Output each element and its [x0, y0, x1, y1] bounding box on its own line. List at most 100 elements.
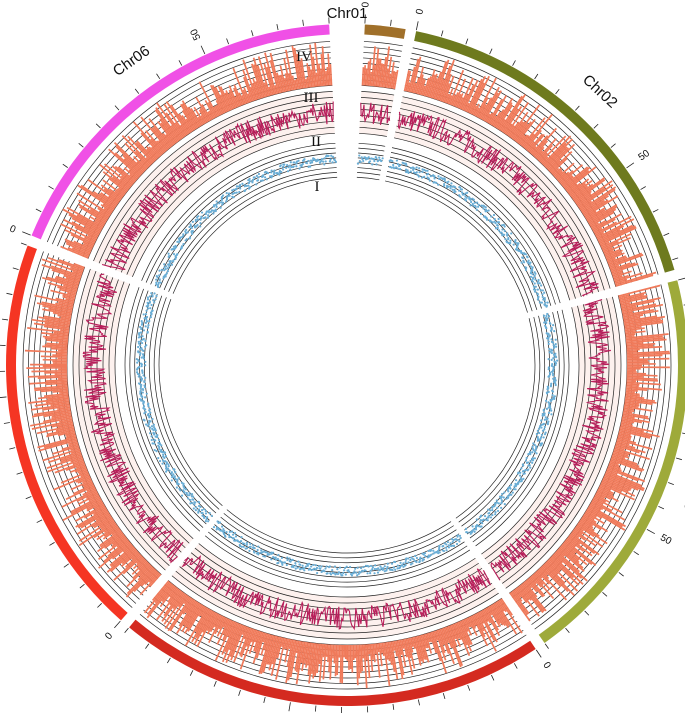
- track-i-point: [317, 564, 321, 568]
- track-i-point: [151, 294, 154, 297]
- track-iii-bar: [193, 106, 205, 125]
- track-iii-bar: [446, 88, 454, 104]
- track-i-point: [554, 383, 557, 387]
- track-i-point: [552, 346, 556, 349]
- track-iii-bar: [622, 414, 635, 419]
- track-iii-bar: [136, 556, 144, 565]
- track-i-point: [454, 190, 457, 193]
- track-iii-bar: [241, 94, 247, 105]
- track-i-point: [381, 157, 384, 160]
- track-i-point: [429, 549, 432, 553]
- track-iii-bar: [121, 549, 138, 565]
- track-i-point: [228, 536, 231, 539]
- track-i-point: [545, 392, 549, 395]
- track-iii-bar: [546, 560, 579, 592]
- track-iii-bar: [625, 337, 665, 342]
- track-i-point: [555, 345, 558, 348]
- track-i-point: [309, 165, 312, 168]
- track-i-point: [432, 552, 435, 555]
- tick-mark: [489, 48, 493, 55]
- track-iii-bar: [571, 185, 588, 199]
- track-iii-bar: [366, 61, 370, 86]
- track-i-point: [166, 467, 170, 470]
- track-i-point: [140, 320, 143, 323]
- track-iii-bar: [26, 366, 68, 370]
- track-iii-bar: [285, 49, 295, 91]
- track-iii-bar: [139, 160, 149, 169]
- track-i-point: [220, 198, 224, 201]
- track-i-point: [333, 159, 337, 162]
- track-i-point: [200, 211, 204, 214]
- tick-mark: [555, 88, 560, 95]
- track-iii-bar: [411, 56, 422, 93]
- track-i-point: [507, 238, 510, 241]
- track-iii-bar: [475, 77, 497, 117]
- track-iii-bar: [122, 154, 144, 175]
- track-iii-bar: [126, 563, 151, 588]
- track-i-point: [307, 159, 310, 163]
- track-i-point: [334, 160, 338, 163]
- track-i-point: [233, 539, 236, 542]
- track-iii-bar: [154, 582, 172, 604]
- track-i-point: [153, 438, 156, 441]
- track-i-point: [199, 221, 202, 225]
- track-i-point: [139, 389, 142, 393]
- track-i-point: [158, 447, 161, 451]
- track-i-point: [196, 218, 200, 221]
- track-i-point: [232, 196, 235, 199]
- track-iii-bar: [612, 271, 624, 277]
- track-i-point: [437, 183, 440, 186]
- track-i-point: [174, 244, 177, 247]
- tick-mark: [6, 292, 13, 295]
- track-i-point: [485, 209, 489, 213]
- track-i-point: [546, 319, 549, 322]
- track-iii-bar: [78, 199, 109, 220]
- track-i-point: [169, 260, 172, 263]
- track-i-point: [471, 202, 474, 206]
- tick-mark: [512, 60, 516, 66]
- track-i-point: [496, 506, 499, 509]
- tick-mark: [417, 699, 420, 706]
- track-i-point: [349, 573, 353, 576]
- track-i-point: [541, 414, 544, 417]
- track-iii-bar: [111, 534, 126, 546]
- track-iii-bar: [598, 225, 636, 245]
- track-iii-bar: [526, 141, 535, 151]
- track-iii-bar: [614, 446, 625, 451]
- track-iii-bar: [572, 530, 586, 541]
- track-i-point: [451, 544, 455, 547]
- track-i-point: [245, 543, 248, 546]
- track-iii-bar: [563, 541, 593, 566]
- track-iii-bar: [474, 107, 480, 117]
- track-iii-bar: [461, 84, 475, 111]
- track-i-point: [420, 176, 424, 179]
- track-i-point: [155, 450, 158, 453]
- track-i-point: [370, 157, 374, 160]
- track-iii-bar: [50, 265, 82, 277]
- track-iii-bar: [252, 78, 261, 100]
- track-iii-bar: [621, 303, 657, 312]
- track-i-point: [479, 515, 482, 519]
- track-i-point: [312, 568, 315, 571]
- track-iii-bar: [482, 609, 492, 624]
- track-i-point: [521, 252, 524, 255]
- track-i-point: [542, 314, 546, 317]
- track-i-point: [549, 329, 553, 332]
- track-iii-bar: [375, 58, 380, 87]
- track-iii-bar: [65, 242, 91, 255]
- track-iii-bar: [164, 595, 189, 630]
- track-iii-bar: [100, 184, 122, 201]
- track-i-point: [280, 170, 283, 174]
- track-i-point: [142, 405, 146, 408]
- track-iii-bar: [626, 377, 658, 381]
- track-i-point: [554, 338, 557, 341]
- track-i-point: [554, 356, 558, 359]
- track-iii-bar: [214, 614, 222, 628]
- track-iii-bar: [590, 502, 604, 511]
- track-iii-bar: [546, 147, 570, 170]
- track-ii-grid-ring: [78, 270, 170, 566]
- track-iii-bar: [552, 167, 562, 177]
- tick-mark: [682, 432, 685, 435]
- track-i-point: [279, 559, 282, 562]
- track-iii-bar: [425, 69, 436, 97]
